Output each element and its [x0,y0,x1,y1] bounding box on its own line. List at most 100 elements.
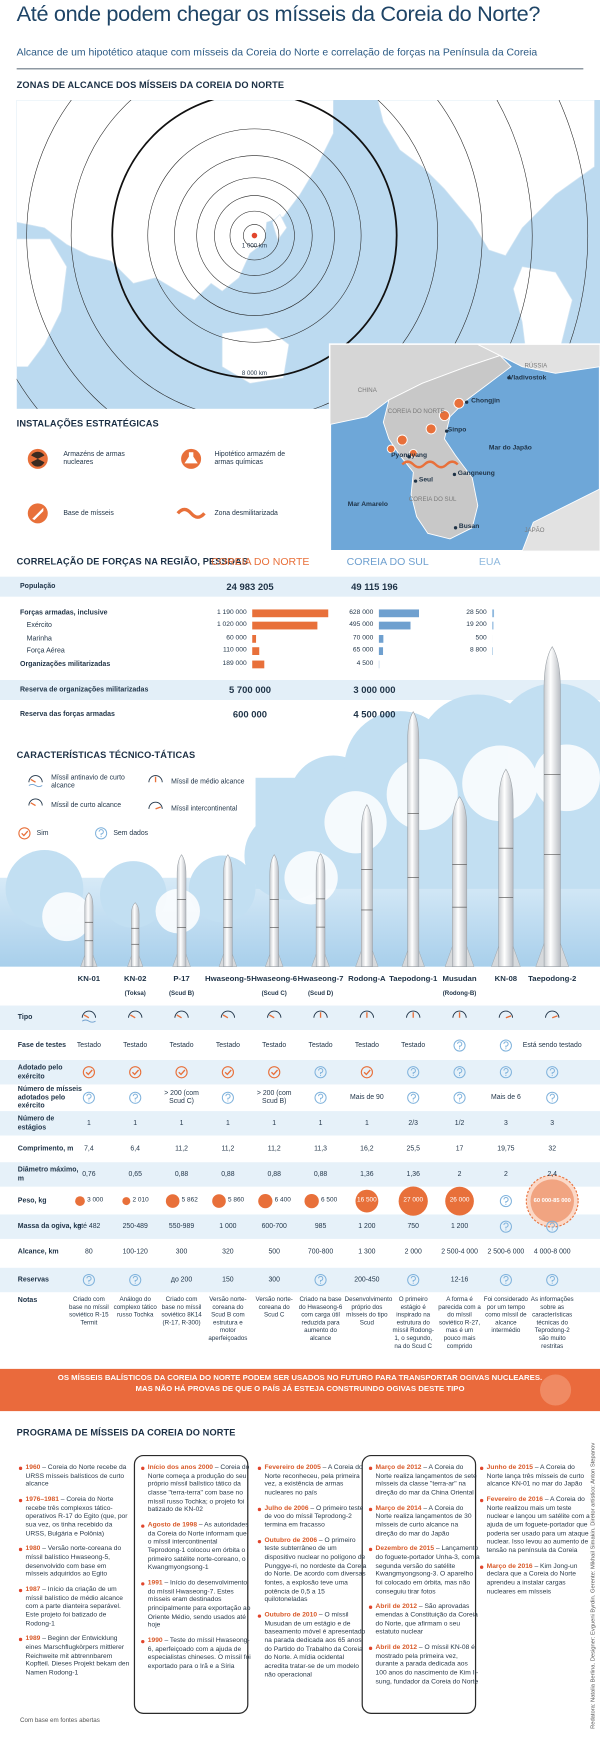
missile-name: Taepodong-1 [389,975,438,984]
circle [499,1066,512,1079]
row-label: Marinha [26,634,52,643]
gauge [28,775,43,783]
qmark [132,1093,138,1100]
timeline-item: 1990 – Teste do míssil Hwaseong-6, aperf… [141,1637,252,1672]
qdot [319,1074,322,1076]
circle [314,1273,327,1287]
timeline-column: Fevereiro de 2005 – A Coreia do Norte re… [257,1464,368,1687]
needle [505,1015,512,1019]
no-data-icon [546,1220,559,1233]
row-label: Forças armadas, inclusive [19,609,108,617]
bar-label: 8 800 [469,647,487,654]
banner-icon [539,1374,572,1406]
qmark [318,1068,324,1075]
cell: 0,88 [267,1170,281,1179]
no-data-icon [407,1066,420,1079]
no-data-icon [82,1273,95,1287]
no-data-icon [221,1091,234,1104]
circle [453,1091,466,1104]
inset-map [328,343,600,553]
gauge [148,801,163,809]
fins [401,950,425,967]
cell: 700-800 [307,1248,334,1256]
row-band [0,1111,600,1136]
legend-label: Sim [36,829,49,837]
qmark [503,1196,509,1203]
cell: 2 500-6 000 [487,1248,525,1256]
big-number: 4 500 000 [353,708,396,720]
fins [127,955,144,967]
cell: 11,3 [314,1144,327,1153]
timeline-item: Fevereiro de 2016 – A Coreia do Norte re… [479,1496,591,1557]
column-header: COREIA DO SUL [346,555,429,569]
timeline-text: – Lançamento do foguete-portador Unha-3,… [375,1545,480,1596]
gauge [148,775,163,783]
bar-label: 1 190 000 [216,609,247,617]
bar [378,647,384,655]
qmark [86,1275,92,1282]
circle [453,1066,466,1079]
circle [175,1066,188,1079]
cell: 200-450 [354,1275,380,1284]
cell: 16,2 [360,1144,374,1153]
check-icon [18,827,31,840]
circle [546,1273,559,1287]
cell: 1 200 [450,1222,469,1231]
timeline-item: Abril de 2012 – O míssil KN-08 é mostrad… [368,1645,480,1688]
cell: 11,2 [267,1144,281,1153]
note: As informações sobre as características … [530,1296,574,1350]
qmark [318,1275,324,1282]
note: Análogo do complexo tático russo Tochka [113,1296,157,1319]
missile-name: Hwaseong-6 [251,975,298,984]
bar [378,609,420,618]
timeline-text: – Teste do míssil Hwaseong-6, aperfeiçoa… [147,1637,251,1671]
cell: 2/3 [408,1119,418,1127]
map-label: COREIA DO SUL [408,496,457,504]
cell: 1,36 [360,1170,374,1179]
timeline-item: Julho de 2006 – O primeiro teste de voo … [257,1505,368,1531]
cell: 1 [364,1119,369,1127]
timeline-item: 1980 – Versão norte-coreana do míssil ba… [18,1546,130,1580]
circle [499,1273,512,1287]
check-icon [175,1066,188,1079]
cell: 1 000 [219,1222,237,1231]
cell: 4 000-8 000 [533,1248,571,1256]
timeline-date: Fevereiro de 2016 [486,1496,544,1504]
check-icon [129,1066,142,1079]
missile-subname: (Rodong-B) [442,990,477,998]
map-label: Pyongyang [391,452,428,460]
qmark [549,1093,555,1100]
weight-circle-inner [530,1179,574,1223]
cell: 1 [133,1119,138,1127]
no-data-icon [499,1039,512,1052]
cell: Testado [123,1041,148,1050]
qmark [410,1068,416,1075]
qdot [505,1074,507,1076]
legend-label: Míssil de curto alcance [51,801,122,810]
no-data-icon [129,1091,142,1104]
timeline-date: Abril de 2012 [375,1603,418,1611]
banner-text: OS MÍSSEIS BALÍSTICOS DA COREIA DO NORTE… [57,1374,543,1394]
section-title: ZONAS DE ALCANCE DOS MÍSSEIS DA COREIA D… [16,78,285,90]
cell: 1 [225,1119,230,1127]
row-label: Reservas [17,1275,49,1284]
cell: 2,4 [547,1170,558,1179]
cell: 300 [268,1275,280,1284]
cell: 1 300 [358,1248,376,1256]
timeline-brackets [133,1454,477,1714]
circle [268,1066,281,1079]
timeline-date: Julho de 2006 [264,1505,309,1512]
tick [131,1069,140,1076]
no-data-icon [95,827,108,840]
bar-label: 628 000 [349,609,374,617]
bar-label: 4 500 [356,660,374,668]
big-number: 24 983 205 [226,581,274,593]
rocket-body [360,804,373,967]
bar [252,634,257,643]
qdot [88,1282,90,1284]
timeline-text: – Início do desenvolvimento do míssil Hw… [147,1580,251,1630]
timeline-text: – São aprovadas emendas à Constituição d… [375,1603,478,1637]
cell: 1 [318,1119,323,1127]
rocket [535,646,569,967]
circle [82,1091,95,1104]
